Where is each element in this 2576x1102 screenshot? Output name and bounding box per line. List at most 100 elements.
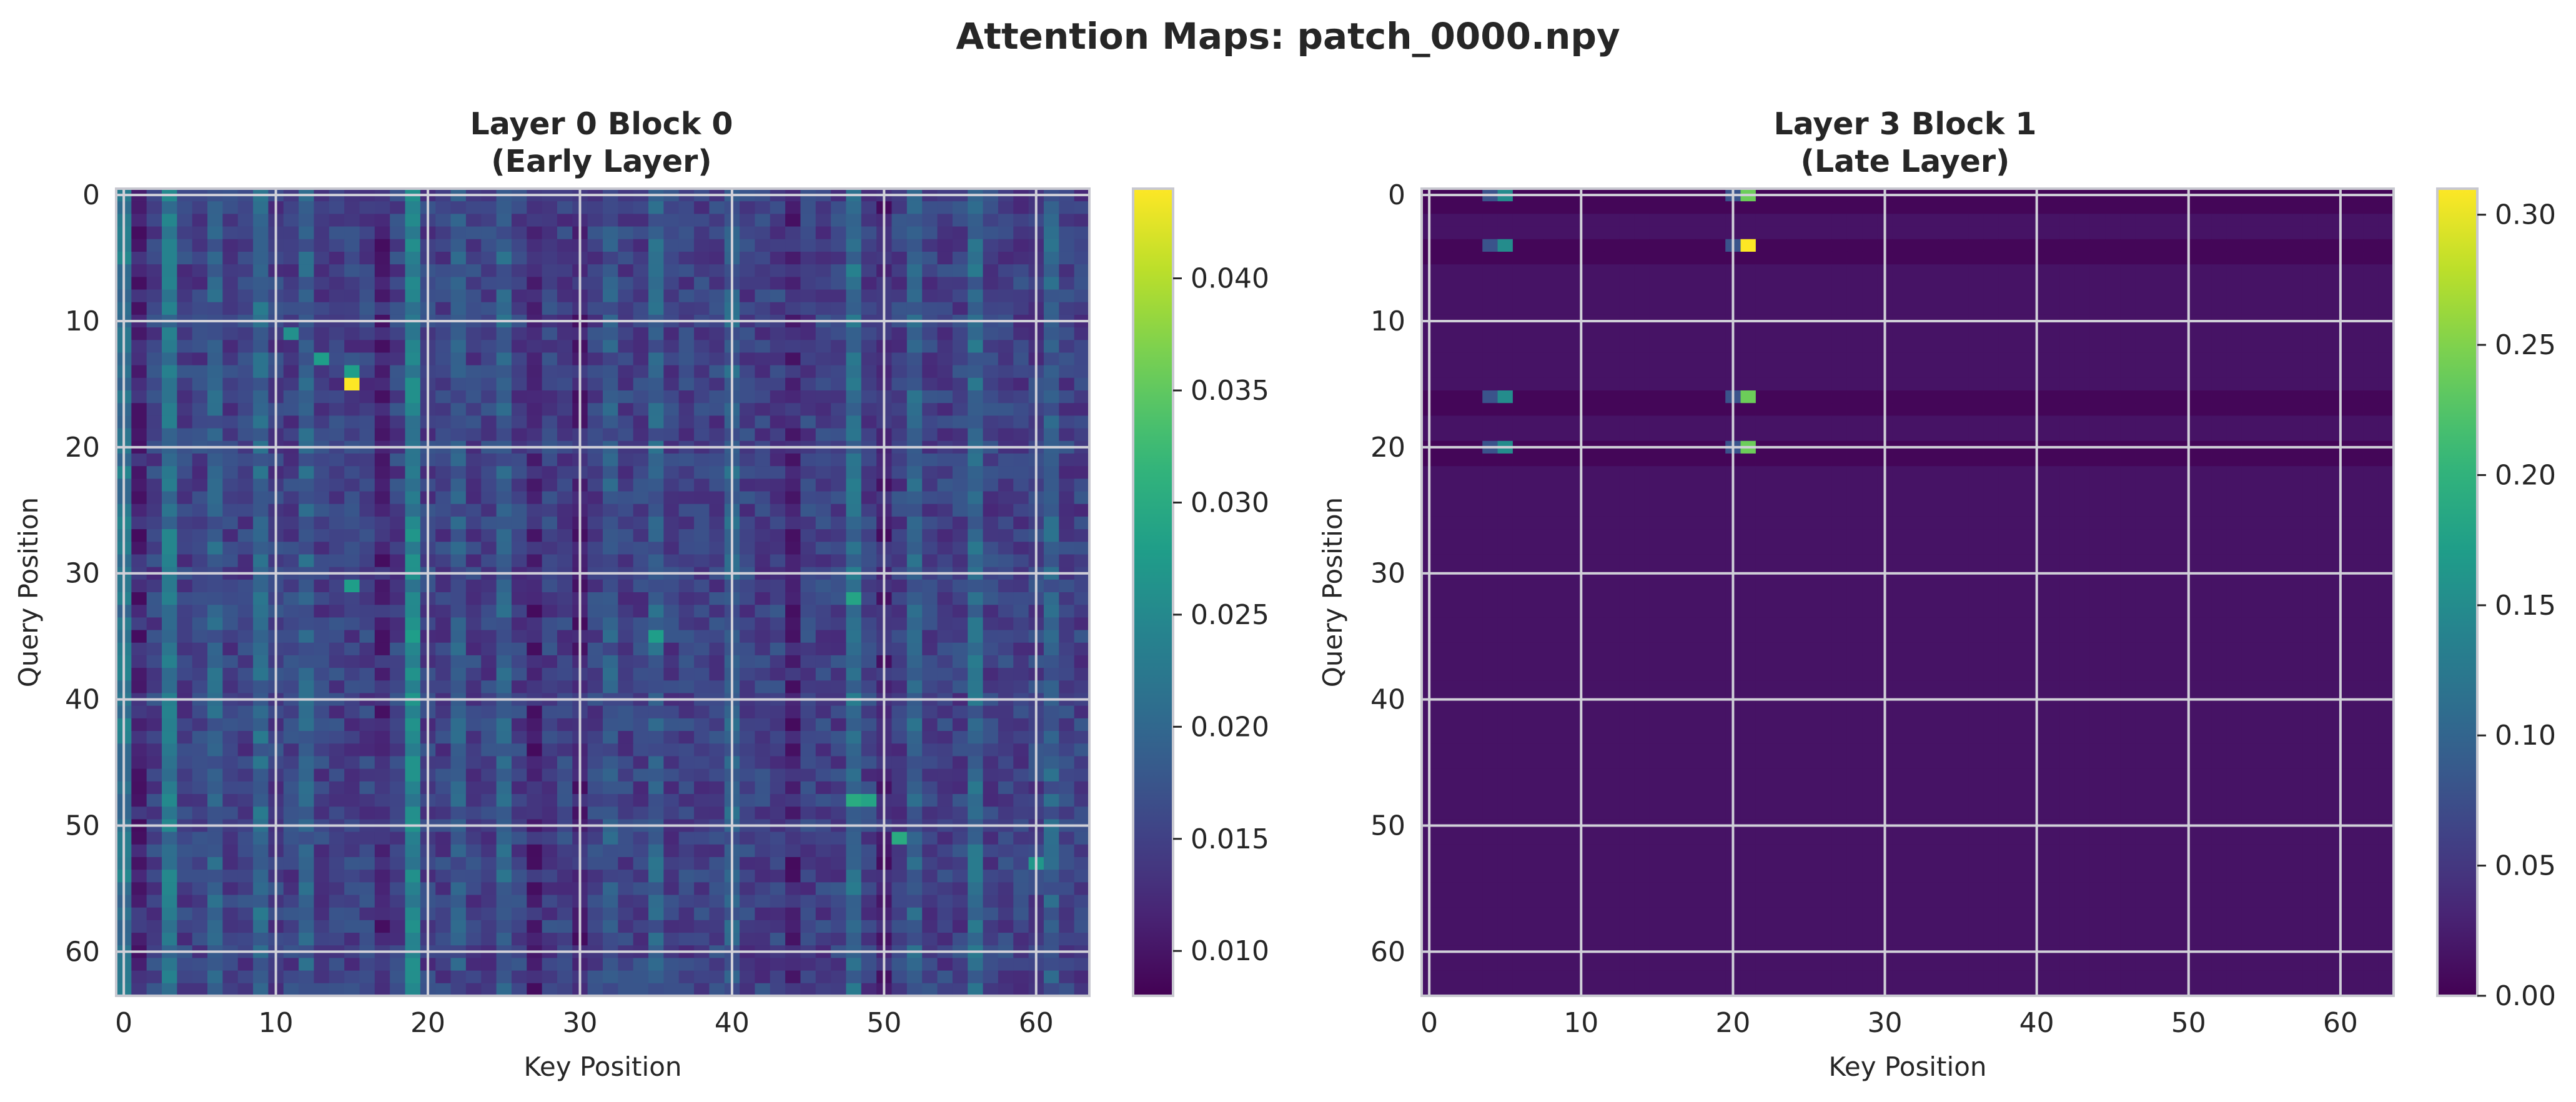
heatmap-cell	[648, 807, 664, 820]
heatmap-cell	[740, 920, 756, 933]
heatmap-cell	[1771, 302, 1787, 315]
heatmap-cell	[299, 680, 315, 694]
heatmap-cell	[2317, 239, 2334, 252]
heatmap-cell	[359, 870, 375, 883]
heatmap-cell	[663, 453, 680, 467]
heatmap-cell	[314, 781, 330, 795]
heatmap-cell	[2363, 214, 2379, 227]
heatmap-cell	[815, 251, 831, 265]
heatmap-cell	[1603, 340, 1620, 354]
heatmap-cell	[922, 428, 938, 442]
heatmap-cell	[1013, 592, 1029, 605]
heatmap-cell	[237, 718, 254, 732]
heatmap-cell	[177, 617, 193, 631]
heatmap-cell	[648, 403, 664, 416]
heatmap-cell	[283, 756, 299, 770]
heatmap-cell	[1482, 289, 1499, 303]
heatmap-cell	[390, 466, 406, 479]
heatmap-cell	[831, 327, 847, 340]
heatmap-cell	[891, 907, 908, 921]
heatmap-cell	[1543, 302, 1559, 315]
heatmap-cell	[1059, 289, 1075, 303]
heatmap-cell	[435, 655, 452, 668]
heatmap-cell	[465, 970, 482, 984]
heatmap-cell	[177, 365, 193, 379]
heatmap-cell	[1665, 264, 1680, 277]
heatmap-cell	[998, 807, 1014, 820]
heatmap-cell	[800, 327, 816, 340]
heatmap-cell	[1497, 214, 1513, 227]
heatmap-cell	[283, 668, 299, 681]
heatmap-cell	[1043, 933, 1059, 946]
heatmap-cell	[1755, 277, 1771, 290]
heatmap-cell	[329, 705, 345, 719]
heatmap-cell	[2378, 226, 2394, 240]
heatmap-cell	[1771, 264, 1787, 277]
heatmap-cell	[177, 251, 193, 265]
heatmap-cell	[831, 807, 847, 820]
heatmap-cell	[435, 642, 452, 656]
heatmap-cell	[815, 466, 831, 479]
heatmap-cell	[405, 895, 421, 908]
heatmap-cell	[740, 705, 756, 719]
heatmap-cell	[1543, 214, 1559, 227]
heatmap-cell	[2074, 226, 2091, 240]
heatmap-cell	[1043, 214, 1059, 227]
heatmap-cell	[253, 668, 269, 681]
heatmap-cell	[831, 856, 847, 870]
heatmap-cell	[527, 870, 543, 883]
heatmap-cell	[1074, 428, 1090, 442]
heatmap-cell	[207, 529, 223, 542]
heatmap-cell	[983, 831, 999, 845]
heatmap-cell	[146, 415, 162, 429]
heatmap-cell	[770, 340, 786, 354]
heatmap-cell	[770, 655, 786, 668]
heatmap-cell	[755, 933, 771, 946]
heatmap-cell	[177, 529, 193, 542]
heatmap-cell	[344, 542, 360, 555]
heatmap-cell	[329, 302, 345, 315]
heatmap-cell	[435, 756, 452, 770]
heatmap-cell	[831, 226, 847, 240]
heatmap-cell	[709, 844, 725, 858]
heatmap-cell	[253, 264, 269, 277]
heatmap-cell	[998, 453, 1014, 467]
heatmap-cell	[435, 970, 452, 984]
heatmap-cell	[1968, 302, 1984, 315]
heatmap-cell	[740, 630, 756, 643]
heatmap-cell	[968, 592, 984, 605]
heatmap-cell	[2257, 264, 2273, 277]
heatmap-cell	[1043, 453, 1059, 467]
heatmap-cell	[2074, 201, 2091, 214]
heatmap-cell	[694, 201, 710, 214]
heatmap-cell	[709, 264, 725, 277]
heatmap-cell	[1710, 264, 1726, 277]
heatmap-cell	[678, 479, 695, 492]
heatmap-cell	[633, 264, 649, 277]
heatmap-cell	[770, 466, 786, 479]
heatmap-cell	[831, 479, 847, 492]
heatmap-cell	[831, 428, 847, 442]
heatmap-cell	[390, 807, 406, 820]
heatmap-cell	[800, 592, 816, 605]
heatmap-cell	[146, 592, 162, 605]
heatmap-cell	[1452, 239, 1468, 252]
heatmap-cell	[785, 605, 801, 618]
heatmap-cell	[1043, 718, 1059, 732]
heatmap-cell	[374, 466, 390, 479]
heatmap-cell	[1437, 201, 1453, 214]
heatmap-cell	[450, 668, 467, 681]
heatmap-cell	[587, 895, 603, 908]
heatmap-cell	[2363, 201, 2379, 214]
heatmap-cell	[162, 289, 177, 303]
heatmap-cell	[405, 756, 421, 770]
heatmap-cell	[663, 504, 680, 517]
heatmap-cell	[344, 352, 360, 366]
heatmap-cell	[1013, 731, 1029, 744]
heatmap-cell	[1059, 768, 1075, 782]
heatmap-cell	[1740, 214, 1756, 227]
heatmap-cell	[587, 933, 603, 946]
heatmap-cell	[861, 743, 877, 757]
heatmap-cell	[374, 491, 390, 505]
heatmap-cell	[283, 933, 299, 946]
